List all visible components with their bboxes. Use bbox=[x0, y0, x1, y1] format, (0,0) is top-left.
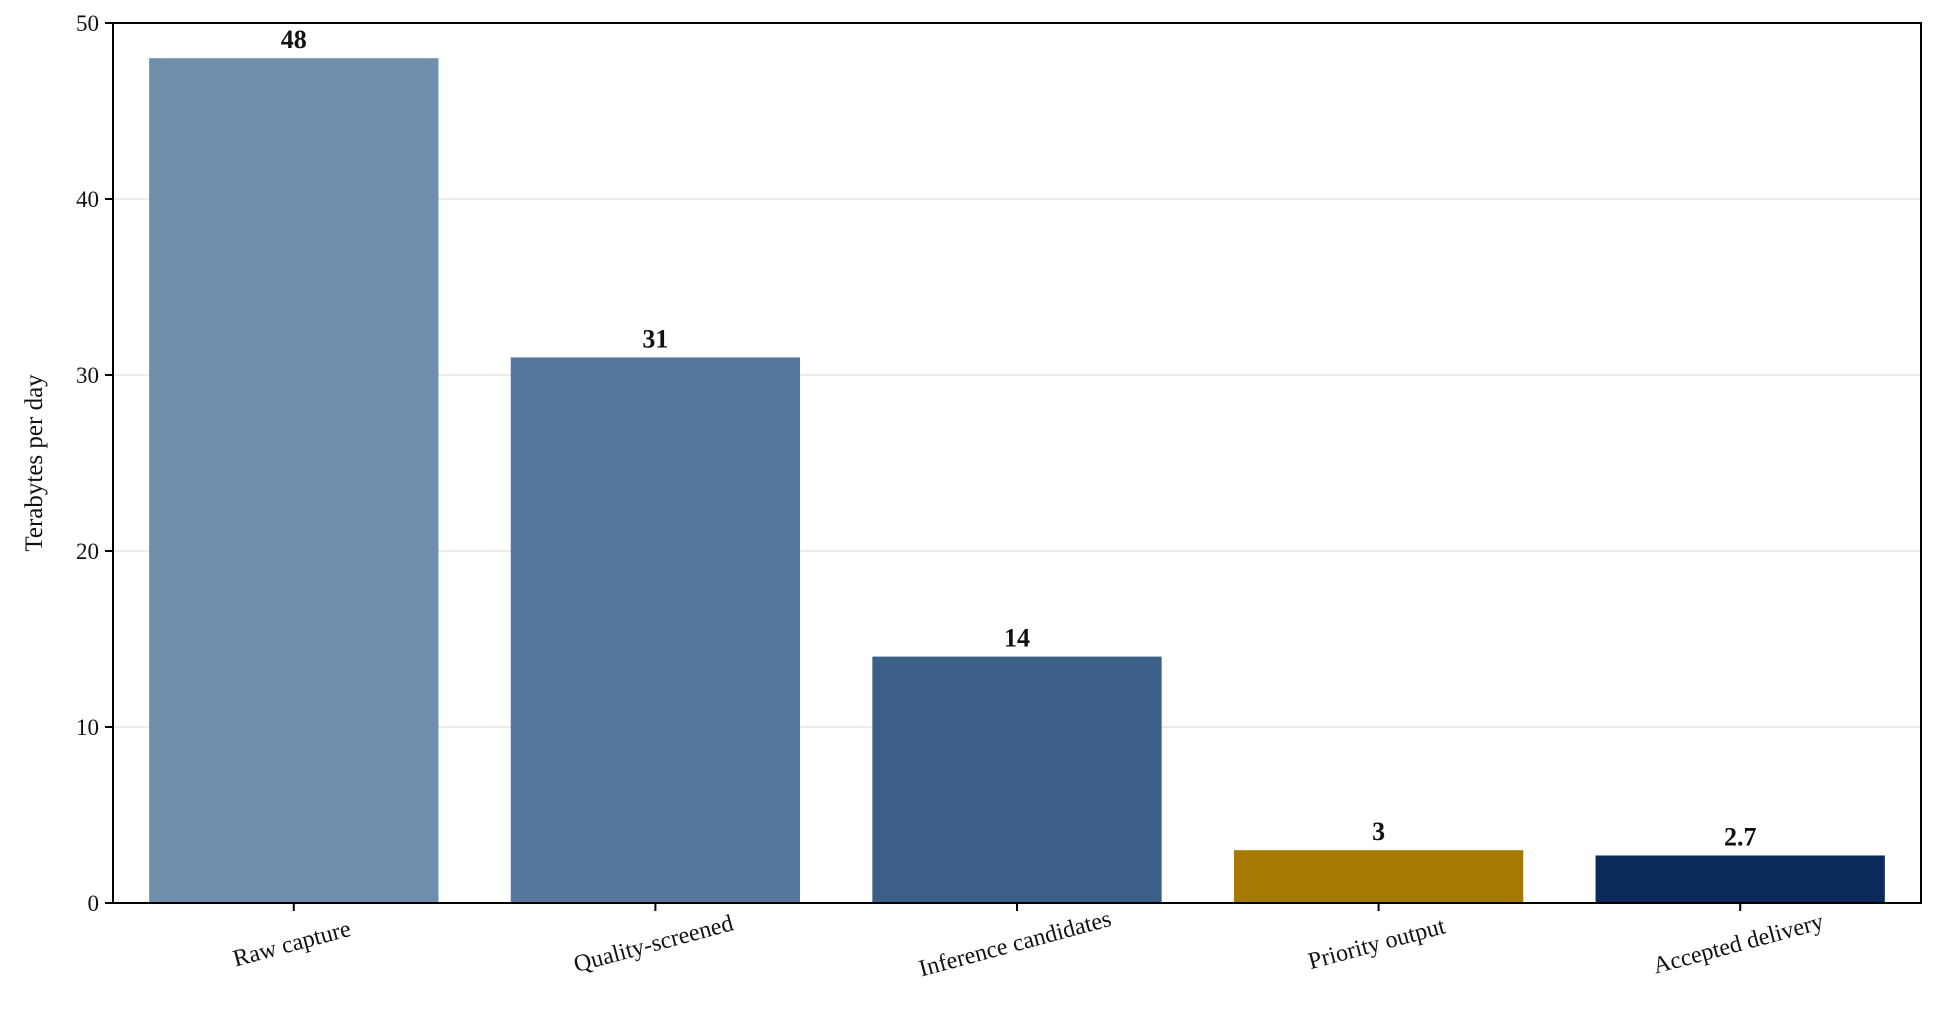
y-axis-ticks: 0 10 20 30 40 50 bbox=[76, 11, 113, 916]
x-tick-label: Quality-screened bbox=[571, 910, 736, 978]
bar bbox=[149, 58, 439, 903]
y-tick-label: 20 bbox=[76, 539, 99, 564]
y-tick-label: 0 bbox=[88, 891, 100, 916]
data-label: 14 bbox=[1004, 624, 1030, 653]
bar bbox=[1233, 850, 1524, 903]
y-tick-label: 50 bbox=[76, 11, 99, 36]
bar bbox=[510, 357, 801, 903]
x-tick-label: Accepted delivery bbox=[1650, 909, 1826, 979]
bar bbox=[872, 656, 1162, 903]
x-axis-ticks: Raw capture Quality-screened Inference can… bbox=[230, 903, 1826, 982]
data-labels: 48 31 14 3 2.7 bbox=[281, 25, 1757, 851]
data-label: 31 bbox=[642, 324, 668, 353]
x-tick-label: Priority output bbox=[1305, 913, 1448, 975]
data-label: 3 bbox=[1372, 817, 1385, 846]
x-tick-label: Raw capture bbox=[230, 916, 353, 972]
data-label: 48 bbox=[281, 25, 307, 54]
y-tick-label: 30 bbox=[76, 363, 99, 388]
y-axis-title: Terabytes per day bbox=[21, 374, 48, 552]
y-tick-label: 10 bbox=[76, 715, 99, 740]
data-label: 2.7 bbox=[1724, 822, 1757, 851]
bar bbox=[1595, 855, 1885, 903]
bars bbox=[149, 58, 1885, 903]
y-tick-label: 40 bbox=[76, 187, 99, 212]
x-tick-label: Inference candidates bbox=[916, 906, 1114, 982]
